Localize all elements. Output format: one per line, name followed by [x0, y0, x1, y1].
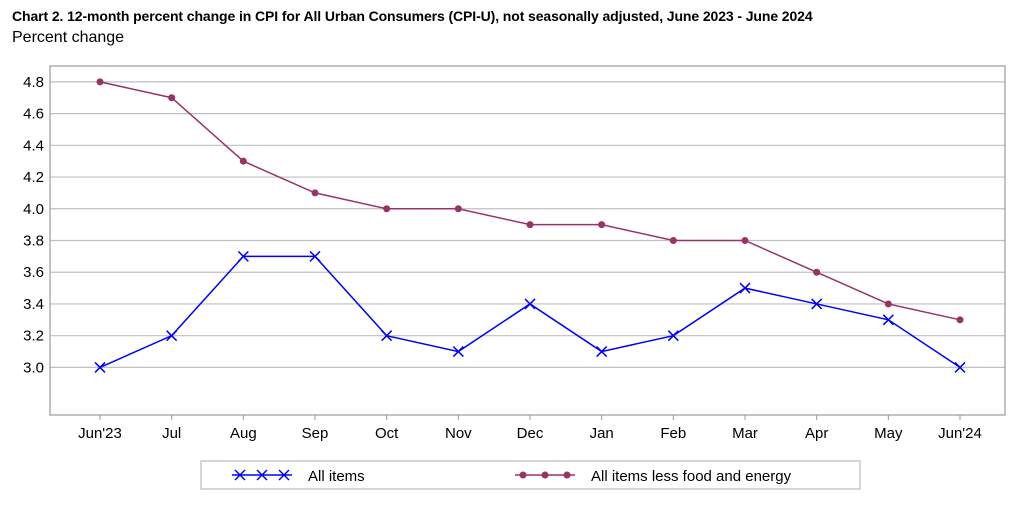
legend-label: All items less food and energy	[591, 468, 792, 485]
x-tick-label: Sep	[302, 425, 329, 442]
data-point-series-2	[598, 221, 606, 229]
data-point-series-1	[596, 346, 608, 358]
x-tick-label: Dec	[517, 425, 544, 442]
data-point-series-1	[954, 361, 966, 373]
data-point-series-2	[884, 300, 892, 308]
legend-marker	[256, 469, 268, 481]
y-tick-label: 3.4	[23, 296, 44, 313]
data-point-series-2	[956, 316, 964, 324]
y-tick-label: 3.6	[23, 264, 44, 281]
y-tick-label: 4.0	[23, 201, 44, 218]
x-marker-stroke	[381, 330, 393, 342]
x-marker-stroke	[524, 298, 536, 310]
data-point-series-2	[239, 157, 247, 165]
data-point-series-1	[309, 250, 321, 262]
legend-marker	[519, 471, 527, 479]
x-marker-stroke	[237, 250, 249, 262]
data-point-series-2	[669, 237, 677, 244]
legend-marker	[563, 471, 571, 479]
chart-title: Chart 2. 12-month percent change in CPI …	[12, 8, 813, 24]
data-point-series-1	[667, 330, 679, 342]
data-point-series-2	[311, 189, 319, 197]
data-point-series-2	[383, 205, 391, 213]
x-tick-label: Apr	[805, 425, 828, 442]
x-marker-stroke	[596, 346, 608, 358]
data-point-series-1	[882, 314, 894, 326]
x-marker-stroke	[94, 361, 106, 373]
x-tick-label: Jan	[590, 425, 614, 442]
x-tick-label: Aug	[230, 425, 257, 442]
x-tick-label: May	[874, 425, 903, 442]
data-point-series-2	[741, 237, 749, 244]
x-marker-stroke	[954, 361, 966, 373]
legend-marker	[278, 469, 290, 481]
y-tick-label: 4.8	[23, 74, 44, 91]
x-marker-stroke	[811, 298, 823, 310]
x-tick-label: Mar	[732, 425, 758, 442]
plot-area	[49, 65, 1006, 416]
legend-marker	[234, 469, 246, 481]
x-tick-label: Oct	[375, 425, 399, 442]
data-point-series-1	[166, 330, 178, 342]
x-tick-label: Jul	[162, 425, 181, 442]
x-tick-label: Nov	[445, 425, 472, 442]
x-marker-stroke	[166, 330, 178, 342]
data-point-series-1	[739, 282, 751, 294]
x-marker-stroke	[667, 330, 679, 342]
x-marker-stroke	[739, 282, 751, 294]
y-tick-label: 3.2	[23, 328, 44, 345]
data-point-series-2	[168, 94, 176, 102]
data-point-series-2	[96, 78, 104, 86]
x-tick-label: Jun'24	[938, 425, 982, 442]
data-point-series-1	[811, 298, 823, 310]
x-tick-label: Feb	[660, 425, 686, 442]
data-point-series-1	[452, 346, 464, 358]
y-tick-label: 3.0	[23, 359, 44, 376]
y-axis-label: Percent change	[12, 29, 125, 46]
data-point-series-1	[381, 330, 393, 342]
legend-marker	[541, 471, 549, 479]
y-tick-label: 4.6	[23, 106, 44, 123]
y-tick-label: 4.2	[23, 169, 44, 186]
series-line-1	[99, 255, 961, 369]
x-marker-stroke	[234, 469, 246, 481]
legend-box	[200, 460, 861, 490]
data-point-series-2	[526, 221, 534, 229]
x-tick-label: Jun'23	[78, 425, 122, 442]
series-line-2	[99, 81, 961, 321]
y-tick-label: 3.8	[23, 233, 44, 250]
data-point-series-2	[813, 268, 821, 276]
x-marker-stroke	[452, 346, 464, 358]
legend-label: All items	[308, 468, 365, 485]
data-point-series-2	[454, 205, 462, 213]
data-point-series-1	[524, 298, 536, 310]
x-marker-stroke	[882, 314, 894, 326]
x-marker-stroke	[278, 469, 290, 481]
data-point-series-1	[94, 361, 106, 373]
x-marker-stroke	[309, 250, 321, 262]
data-point-series-1	[237, 250, 249, 262]
y-tick-label: 4.4	[23, 137, 44, 154]
x-marker-stroke	[256, 469, 268, 481]
